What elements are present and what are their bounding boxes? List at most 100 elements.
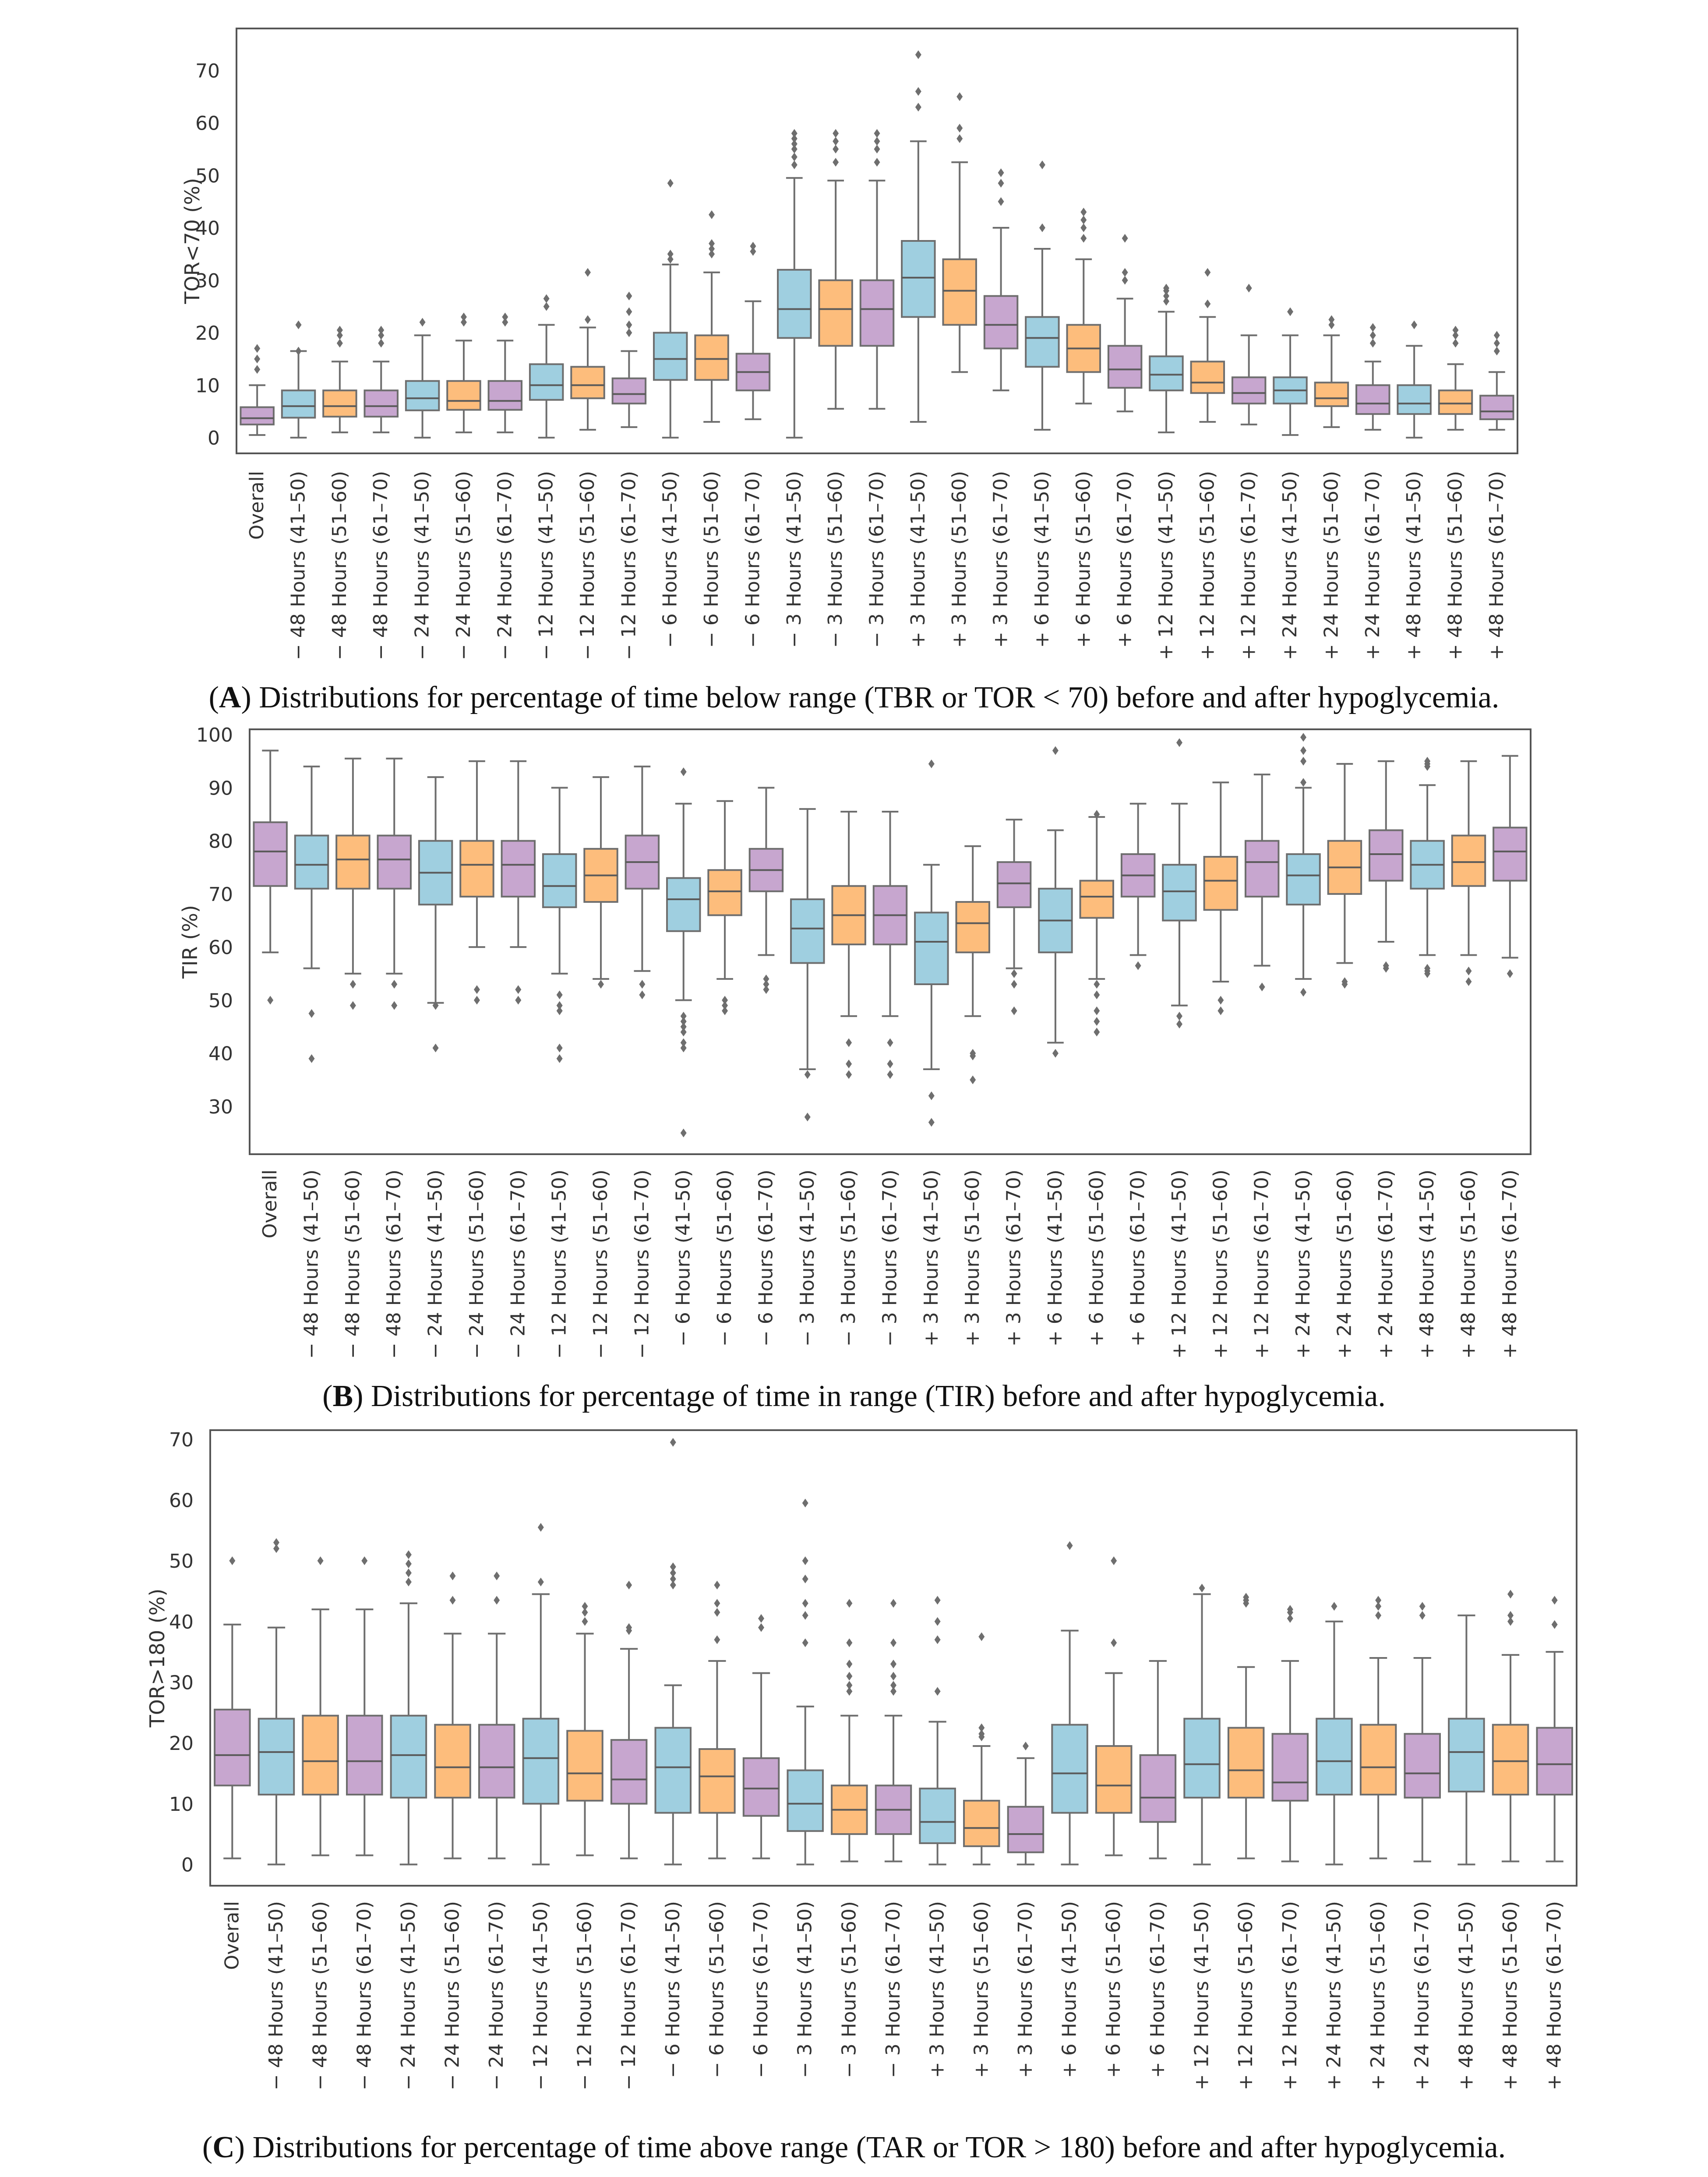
outlier-point: [1163, 291, 1169, 300]
outlier-point: [1052, 746, 1059, 755]
y-tick-label: 20: [169, 1732, 194, 1755]
outlier-point: [432, 1043, 439, 1053]
box-5: [390, 1550, 427, 1866]
outlier-point: [956, 92, 963, 101]
x-tick-label: − 48 Hours (51–60): [309, 1901, 332, 2090]
outlier-point: [254, 344, 261, 353]
outlier-point: [956, 134, 963, 143]
box-29: [1448, 1614, 1485, 1866]
outlier-point: [543, 294, 550, 303]
outlier-point: [1176, 738, 1182, 747]
box-12: [707, 800, 742, 1015]
box-15: [831, 810, 866, 1079]
outlier-point: [680, 767, 687, 776]
outlier-point: [1507, 969, 1513, 978]
outlier-point: [1287, 1605, 1293, 1614]
outlier-point: [1080, 234, 1087, 243]
outlier-point: [1341, 980, 1348, 989]
caption-text: ) Distributions for percentage of time a…: [235, 2131, 1506, 2164]
x-tick-label: − 3 Hours (61–70): [866, 471, 888, 648]
box-23: [1149, 283, 1184, 434]
x-tick-label: − 24 Hours (51–60): [466, 1170, 488, 1359]
iqr-box: [654, 1727, 692, 1814]
outlier-point: [598, 980, 604, 989]
x-tick-label: + 24 Hours (41–50): [1292, 1170, 1314, 1359]
outlier-point: [1419, 1602, 1426, 1611]
box-24: [1190, 268, 1225, 423]
outlier-point: [405, 1550, 412, 1559]
outlier-point: [502, 318, 508, 327]
iqr-box: [1231, 376, 1267, 405]
iqr-box: [294, 834, 329, 890]
outlier-point: [1094, 990, 1100, 1000]
outlier-point: [833, 158, 839, 167]
panel-caption: (C) Distributions for percentage of time…: [202, 2131, 1506, 2164]
outlier-point: [460, 312, 467, 322]
x-tick-label: + 3 Hours (51–60): [961, 1170, 984, 1346]
x-tick-label: + 24 Hours (61–70): [1375, 1170, 1397, 1359]
iqr-box: [1493, 827, 1528, 882]
box-28: [1355, 323, 1390, 431]
iqr-box: [1139, 1754, 1177, 1823]
outlier-point: [317, 1556, 324, 1566]
iqr-box: [501, 840, 536, 898]
outlier-point: [998, 197, 1004, 206]
outlier-point: [978, 1632, 985, 1641]
x-tick-label: + 6 Hours (41–50): [1044, 1170, 1066, 1346]
x-tick-label: + 3 Hours (41–50): [907, 471, 929, 648]
x-tick-label: − 48 Hours (41–50): [300, 1170, 323, 1359]
box-4: [377, 757, 412, 1010]
x-tick-label: − 3 Hours (41–50): [794, 1901, 816, 2078]
outlier-point: [1246, 283, 1252, 293]
x-tick-label: + 24 Hours (51–60): [1333, 1170, 1355, 1359]
outlier-point: [670, 1574, 676, 1583]
box-25: [1244, 774, 1280, 992]
x-tick-label: + 6 Hours (41–50): [1059, 1901, 1081, 2078]
x-tick-label: − 12 Hours (41–50): [535, 471, 558, 660]
outlier-point: [680, 1022, 687, 1031]
outlier-point: [1066, 1541, 1073, 1550]
box-1: [214, 1556, 251, 1859]
outlier-point: [1411, 320, 1418, 329]
iqr-box: [1355, 384, 1390, 415]
x-tick-label: + 3 Hours (51–60): [948, 471, 970, 648]
outlier-point: [336, 339, 343, 348]
box-23: [1183, 1583, 1221, 1866]
box-20: [1038, 746, 1073, 1058]
outlier-point: [804, 1070, 811, 1079]
outlier-point: [846, 1038, 852, 1047]
outlier-point: [1287, 1614, 1293, 1623]
outlier-point: [626, 291, 632, 300]
y-tick-label: 30: [208, 1096, 233, 1118]
box-30: [1438, 325, 1473, 431]
outlier-point: [890, 1659, 896, 1668]
iqr-box: [707, 869, 742, 916]
iqr-box: [699, 1748, 736, 1814]
outlier-point: [928, 1091, 935, 1100]
outlier-point: [978, 1723, 985, 1732]
outlier-point: [1217, 996, 1224, 1005]
iqr-box: [1244, 840, 1280, 898]
iqr-box: [542, 853, 577, 908]
iqr-box: [653, 332, 688, 381]
x-tick-label: − 24 Hours (41–50): [397, 1901, 420, 2090]
x-tick-label: − 24 Hours (41–50): [411, 471, 434, 660]
outlier-point: [804, 1113, 811, 1122]
box-20: [1051, 1541, 1088, 1866]
outlier-point: [639, 980, 646, 989]
x-tick-label: + 3 Hours (61–70): [1003, 1170, 1025, 1346]
outlier-point: [915, 87, 921, 96]
outlier-point: [1287, 307, 1294, 316]
outlier-point: [928, 1118, 935, 1127]
box-14: [777, 129, 812, 439]
iqr-box: [983, 295, 1019, 350]
x-tick-label: + 6 Hours (51–60): [1085, 1170, 1108, 1346]
iqr-box: [570, 366, 605, 399]
box-11: [653, 179, 688, 439]
iqr-box: [1079, 880, 1115, 919]
y-tick-label: 60: [169, 1489, 194, 1512]
caption-panel-label: A: [219, 681, 241, 714]
box-12: [699, 1580, 736, 1859]
x-tick-label: − 3 Hours (41–50): [783, 471, 805, 648]
